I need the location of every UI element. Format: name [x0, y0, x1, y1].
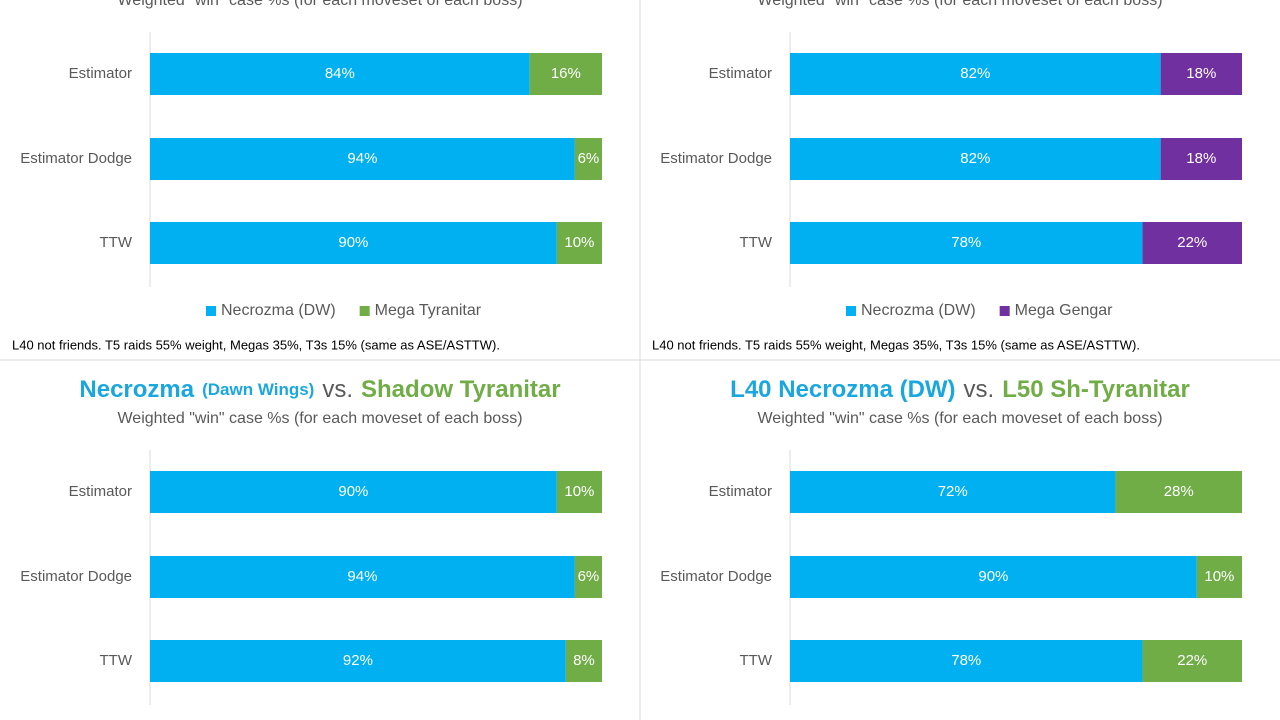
data-label: 82%: [960, 150, 990, 167]
data-label: 72%: [938, 483, 968, 500]
bar-segment: [565, 640, 602, 682]
category-label: TTW: [740, 234, 773, 251]
title-part: L50 Sh-Tyranitar: [1002, 376, 1190, 403]
legend-label: Necrozma (DW): [221, 302, 336, 319]
data-label: 22%: [1177, 652, 1207, 669]
data-label: 94%: [347, 150, 377, 167]
data-label: 16%: [551, 65, 581, 82]
bar-segment: [790, 53, 1161, 95]
category-label: Estimator Dodge: [20, 568, 132, 585]
legend-swatch: [206, 306, 216, 316]
category-label: TTW: [100, 652, 133, 669]
data-label: 90%: [978, 568, 1008, 585]
data-label: 82%: [960, 65, 990, 82]
chart-title: L40 Necrozma (DW) vs. L50 Sh-Tyranitar: [730, 376, 1190, 403]
chart-panel: Weighted "win" case %s (for each moveset…: [12, 0, 602, 352]
data-label: 10%: [564, 483, 594, 500]
bar-segment: [1160, 53, 1242, 95]
title-part: L40 Necrozma (DW): [730, 376, 955, 403]
data-label: 90%: [338, 483, 368, 500]
bar-segment: [1160, 138, 1242, 180]
bar-segment: [150, 53, 530, 95]
bar-segment: [150, 556, 575, 598]
bar-segment: [790, 556, 1197, 598]
category-label: TTW: [100, 234, 133, 251]
chart-subtitle: Weighted "win" case %s (for each moveset…: [117, 0, 522, 9]
data-label: 18%: [1186, 65, 1216, 82]
title-part: Necrozma: [79, 376, 194, 403]
title-part: vs.: [322, 376, 353, 403]
bar-segment: [1115, 471, 1242, 513]
chart-title: Necrozma (Dawn Wings) vs. Shadow Tyranitar: [79, 376, 560, 403]
bar-segment: [150, 640, 566, 682]
legend-swatch: [359, 306, 370, 316]
category-label: Estimator: [709, 65, 772, 82]
bar-segment: [1142, 222, 1242, 264]
bar-segment: [1142, 640, 1242, 682]
title-part: (Dawn Wings): [202, 380, 314, 399]
legend-swatch: [999, 306, 1010, 316]
chart-panel: L40 Necrozma (DW) vs. L50 Sh-Tyranitar Weig…: [660, 376, 1242, 705]
bar-segment: [150, 138, 575, 180]
category-label: Estimator Dodge: [660, 150, 772, 167]
bar-segment: [150, 222, 557, 264]
data-label: 84%: [325, 65, 355, 82]
chart-panel: Weighted "win" case %s (for each moveset…: [652, 0, 1242, 352]
bar-segment: [790, 471, 1116, 513]
data-label: 92%: [343, 652, 373, 669]
data-label: 78%: [951, 652, 981, 669]
bar-segment: [790, 138, 1161, 180]
bar-segment: [529, 53, 602, 95]
bar-segment: [1196, 556, 1242, 598]
chart-subtitle: Weighted "win" case %s (for each moveset…: [757, 410, 1162, 427]
category-label: Estimator: [69, 483, 132, 500]
footnote: L40 not friends. T5 raids 55% weight, Me…: [652, 337, 1140, 352]
data-label: 18%: [1186, 150, 1216, 167]
legend-swatch: [846, 306, 856, 316]
bar-segment: [790, 640, 1143, 682]
category-label: Estimator: [709, 483, 772, 500]
category-label: Estimator Dodge: [660, 568, 772, 585]
data-label: 28%: [1164, 483, 1194, 500]
category-label: Estimator: [69, 65, 132, 82]
data-label: 10%: [1204, 568, 1234, 585]
legend-label: Mega Tyranitar: [375, 302, 482, 319]
data-label: 78%: [951, 234, 981, 251]
bar-segment: [556, 471, 602, 513]
data-label: 6%: [578, 150, 600, 167]
chart-panel: Necrozma (Dawn Wings) vs. Shadow Tyranitar W…: [20, 376, 602, 705]
bar-segment: [574, 138, 602, 180]
legend-label: Necrozma (DW): [861, 302, 976, 319]
category-label: TTW: [740, 652, 773, 669]
data-label: 10%: [564, 234, 594, 251]
data-label: 8%: [573, 652, 595, 669]
category-label: Estimator Dodge: [20, 150, 132, 167]
legend-label: Mega Gengar: [1015, 302, 1114, 319]
title-part: vs.: [964, 376, 995, 403]
bar-segment: [790, 222, 1143, 264]
data-label: 94%: [347, 568, 377, 585]
bar-segment: [556, 222, 602, 264]
chart-subtitle: Weighted "win" case %s (for each moveset…: [757, 0, 1162, 9]
bar-segment: [150, 471, 557, 513]
title-part: Shadow Tyranitar: [361, 376, 561, 403]
data-label: 90%: [338, 234, 368, 251]
chart-subtitle: Weighted "win" case %s (for each moveset…: [117, 410, 522, 427]
data-label: 6%: [578, 568, 600, 585]
bar-segment: [574, 556, 602, 598]
data-label: 22%: [1177, 234, 1207, 251]
footnote: L40 not friends. T5 raids 55% weight, Me…: [12, 337, 500, 352]
